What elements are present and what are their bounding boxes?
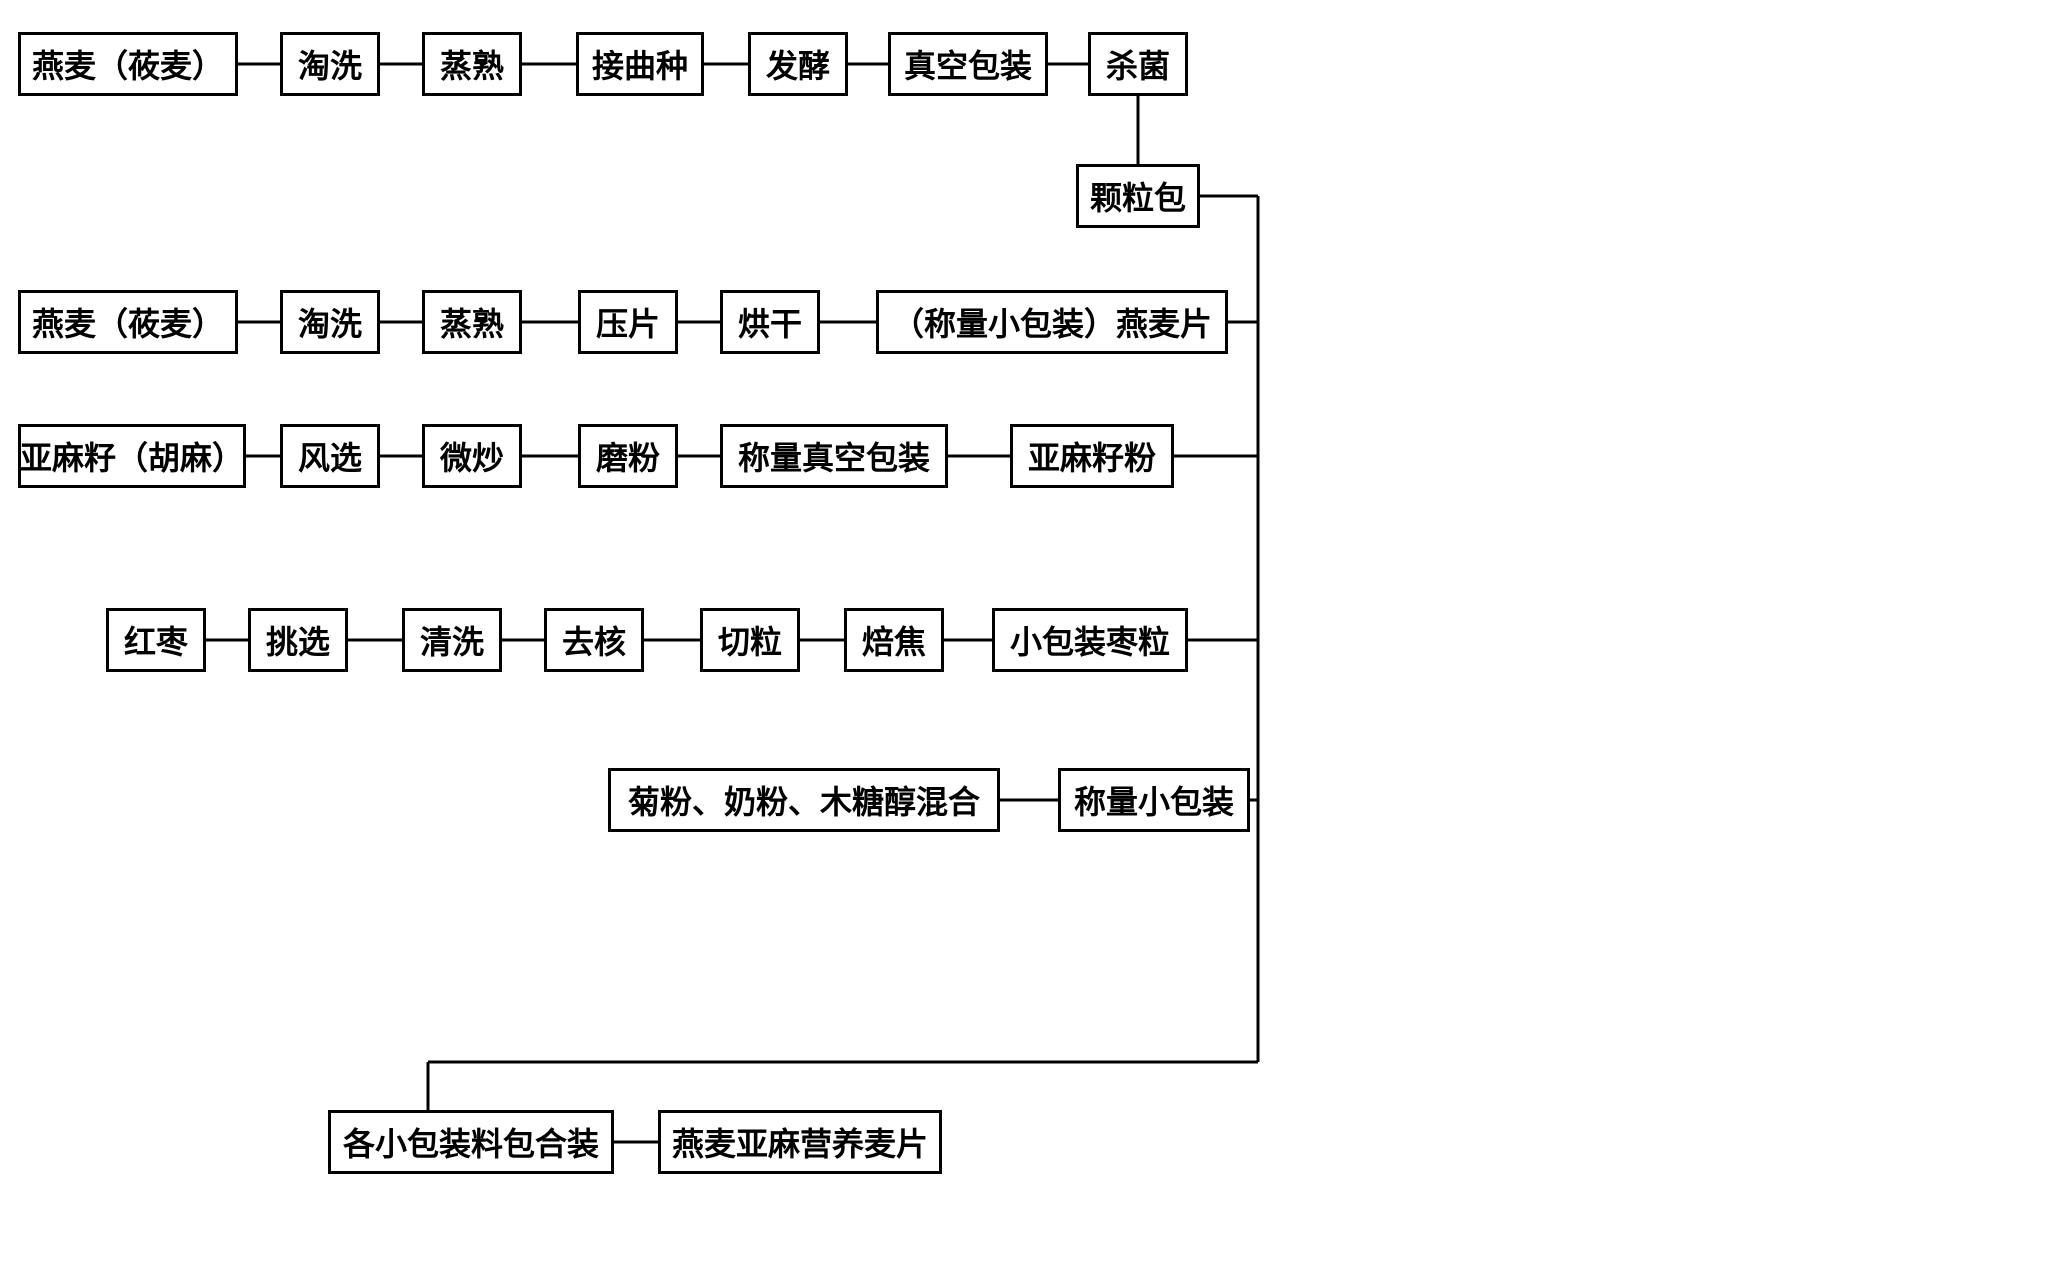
r2-b1: 燕麦（莜麦） [18, 290, 238, 354]
r4-b3: 清洗 [402, 608, 502, 672]
r1-b2: 淘洗 [280, 32, 380, 96]
r6-b1: 各小包装料包合装 [328, 1110, 614, 1174]
r5-b1: 菊粉、奶粉、木糖醇混合 [608, 768, 1000, 832]
r6-b2: 燕麦亚麻营养麦片 [658, 1110, 942, 1174]
r1-b3: 蒸熟 [422, 32, 522, 96]
r4-b7: 小包装枣粒 [992, 608, 1188, 672]
r1-b6: 真空包装 [888, 32, 1048, 96]
r3-b5: 称量真空包装 [720, 424, 948, 488]
r3-b1: 亚麻籽（胡麻） [18, 424, 246, 488]
r2-b4: 压片 [578, 290, 678, 354]
r2-b6: （称量小包装）燕麦片 [876, 290, 1228, 354]
r5-b2: 称量小包装 [1058, 768, 1250, 832]
r1-b7: 杀菌 [1088, 32, 1188, 96]
r1-b1: 燕麦（莜麦） [18, 32, 238, 96]
r1b-b1: 颗粒包 [1076, 164, 1200, 228]
r3-b2: 风选 [280, 424, 380, 488]
r3-b3: 微炒 [422, 424, 522, 488]
r3-b6: 亚麻籽粉 [1010, 424, 1174, 488]
r3-b4: 磨粉 [578, 424, 678, 488]
r1-b5: 发酵 [748, 32, 848, 96]
r4-b1: 红枣 [106, 608, 206, 672]
r4-b5: 切粒 [700, 608, 800, 672]
r4-b4: 去核 [544, 608, 644, 672]
r2-b2: 淘洗 [280, 290, 380, 354]
r2-b5: 烘干 [720, 290, 820, 354]
r4-b6: 焙焦 [844, 608, 944, 672]
r4-b2: 挑选 [248, 608, 348, 672]
r1-b4: 接曲种 [576, 32, 704, 96]
r2-b3: 蒸熟 [422, 290, 522, 354]
